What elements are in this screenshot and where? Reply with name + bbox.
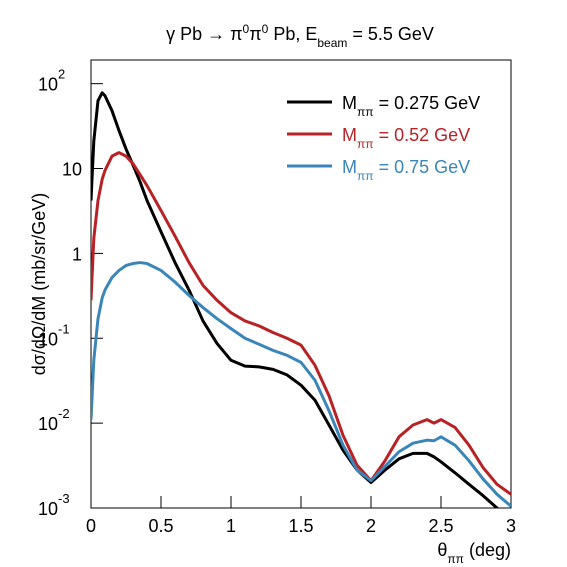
plot-lines xyxy=(91,91,511,508)
series-line xyxy=(91,91,500,508)
chart-title-part: Pb, E xyxy=(268,24,317,44)
y-tick-exponent: -3 xyxy=(58,491,70,506)
chart-title-part: 0 xyxy=(243,22,250,36)
chart-title: γ Pb → π0π0 Pb, Ebeam = 5.5 GeV xyxy=(166,22,434,50)
legend-label-part: = 0.75 GeV xyxy=(374,157,471,177)
series-line xyxy=(91,261,511,508)
y-tick-label: 1 xyxy=(72,244,82,264)
y-tick-label: 10-1 xyxy=(38,321,70,349)
y-tick-label: 10-2 xyxy=(38,406,70,434)
x-tick-label: 0 xyxy=(86,516,96,536)
legend-label-part: ππ xyxy=(357,105,374,119)
x-tick-label: 1 xyxy=(226,516,236,536)
legend-label-part: = 0.52 GeV xyxy=(374,125,471,145)
y-tick-label: 10 xyxy=(62,160,82,180)
y-tick-exponent: -2 xyxy=(58,406,70,421)
x-tick-label: 3 xyxy=(506,516,516,536)
series-line xyxy=(91,151,511,496)
y-axis-label: dσ/dΩ/dM (mb/sr/GeV) xyxy=(29,193,49,376)
x-tick-label: 2.5 xyxy=(428,516,453,536)
y-tick-label: 10-3 xyxy=(38,491,70,519)
legend-label: Mππ = 0.75 GeV xyxy=(342,157,470,183)
chart-title-part: π xyxy=(249,24,261,44)
legend-label-part: M xyxy=(342,93,357,113)
x-axis-label-part: (deg) xyxy=(464,540,511,560)
y-tick-base: 10 xyxy=(38,75,58,95)
chart-title-part: 0 xyxy=(262,22,269,36)
x-axis-label-part: θ xyxy=(437,540,447,560)
y-tick-base: 10 xyxy=(38,499,58,519)
x-tick-label: 1.5 xyxy=(288,516,313,536)
x-tick-label: 0.5 xyxy=(148,516,173,536)
legend-label-part: M xyxy=(342,157,357,177)
legend-label-part: M xyxy=(342,125,357,145)
y-tick-exponent: 2 xyxy=(58,67,65,82)
legend-label: Mππ = 0.275 GeV xyxy=(342,93,480,119)
legend-label-part: = 0.275 GeV xyxy=(374,93,481,113)
chart-title-part: = 5.5 GeV xyxy=(347,24,434,44)
legend-label-part: ππ xyxy=(357,137,374,151)
x-axis-label-part: ππ xyxy=(447,552,464,566)
y-tick-exponent: -1 xyxy=(58,321,70,336)
y-tick-base: 10 xyxy=(38,414,58,434)
x-tick-label: 2 xyxy=(366,516,376,536)
chart-title-part: γ Pb → π xyxy=(166,24,242,44)
chart-title-part: beam xyxy=(317,36,347,50)
y-tick-label: 102 xyxy=(38,67,65,95)
legend-label-part: ππ xyxy=(357,169,374,183)
y-tick-base: 10 xyxy=(38,329,58,349)
legend-label: Mππ = 0.52 GeV xyxy=(342,125,470,151)
x-axis-label: θππ (deg) xyxy=(437,540,511,566)
